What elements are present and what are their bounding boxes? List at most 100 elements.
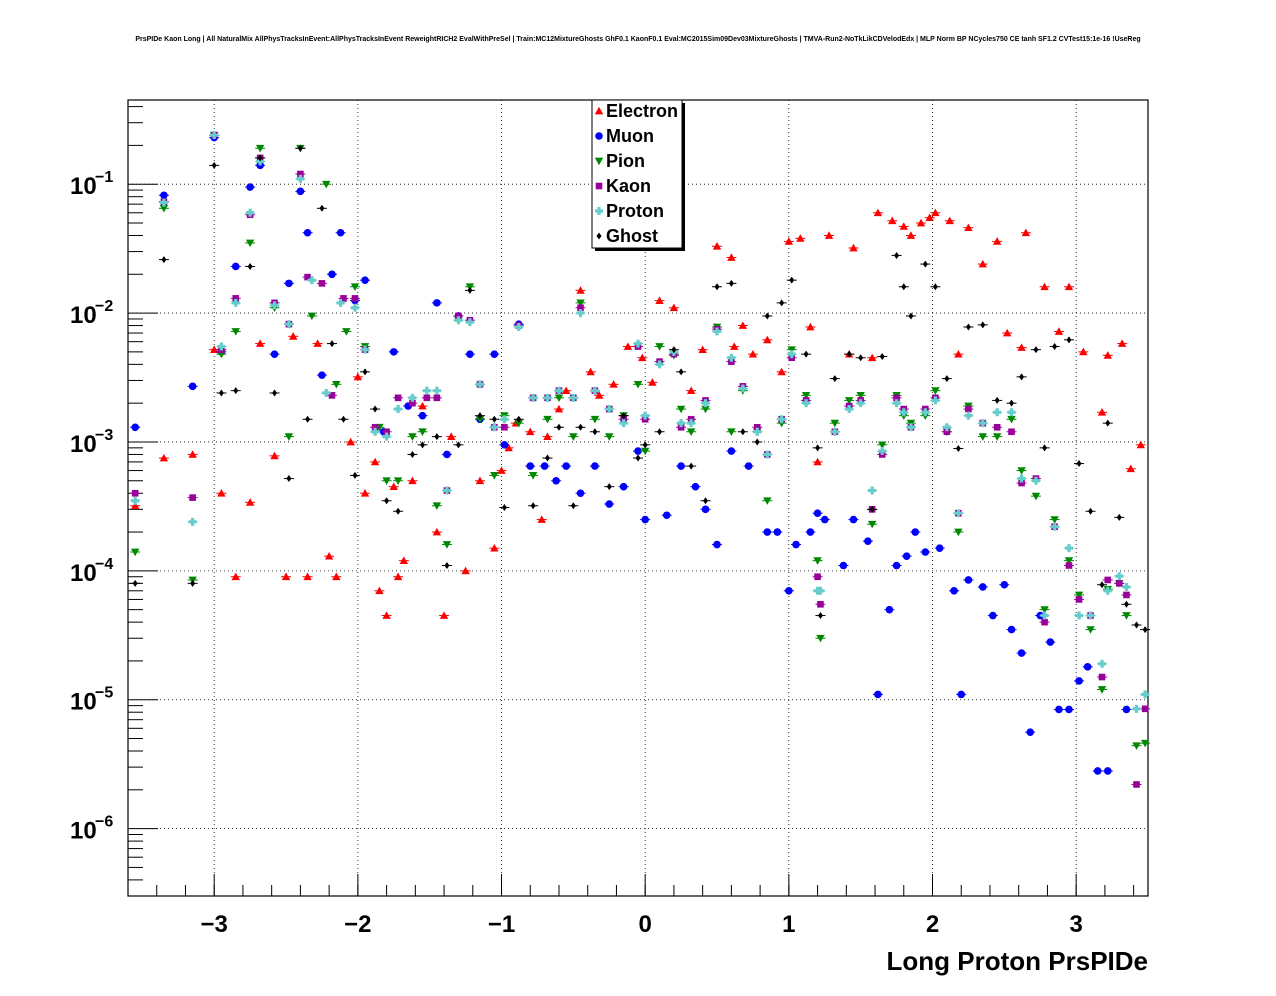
data-point-electron [686, 386, 696, 395]
data-point-proton [1040, 611, 1049, 620]
data-point-proton [576, 309, 585, 318]
data-point-ghost [233, 387, 239, 395]
data-point-muon [1055, 705, 1063, 714]
data-point-electron [461, 566, 470, 575]
data-point-ghost [1042, 444, 1048, 452]
x-tick-label: 0 [639, 911, 652, 938]
data-point-ghost [932, 283, 938, 291]
data-point-muon [303, 228, 312, 237]
data-point-proton [217, 342, 226, 351]
data-point-muon [1103, 767, 1112, 775]
data-point-kaon [328, 392, 336, 399]
data-point-muon [576, 489, 585, 498]
legend-marker-muon [595, 132, 603, 140]
data-point-proton [921, 408, 930, 417]
data-point-pion [813, 557, 822, 565]
data-point-kaon [232, 295, 240, 302]
data-point-ghost [965, 323, 971, 331]
data-point-muon [443, 450, 451, 459]
data-point-proton [655, 360, 664, 369]
data-point-muon [792, 540, 800, 549]
data-point-electron [1054, 327, 1064, 335]
data-point-muon [270, 350, 279, 358]
data-point-pion [686, 428, 696, 436]
data-point-electron [393, 572, 403, 581]
data-point-proton [210, 131, 219, 140]
data-point-pion [284, 433, 294, 441]
y-tick-label: 10 [70, 302, 97, 329]
series-proton [130, 131, 1151, 713]
data-point-muon [246, 183, 254, 191]
data-point-muon [964, 576, 973, 584]
data-point-electron [270, 451, 279, 460]
data-point-proton [1132, 704, 1141, 713]
data-point-pion [231, 328, 240, 336]
data-point-ghost [211, 161, 217, 169]
data-point-ghost [530, 502, 536, 510]
data-point-pion [408, 433, 417, 441]
data-point-kaon [433, 394, 441, 402]
data-point-electron [867, 353, 877, 362]
data-point-ghost [1105, 419, 1111, 427]
data-point-pion [528, 472, 538, 480]
data-point-ghost [728, 279, 734, 287]
data-point-pion [655, 343, 664, 351]
legend-marker-kaon [595, 182, 603, 190]
data-point-muon [1122, 705, 1131, 714]
data-point-electron [360, 489, 370, 497]
data-point-proton [892, 399, 901, 408]
data-point-electron [537, 515, 546, 523]
data-point-kaon [577, 304, 584, 312]
data-point-muon [231, 262, 240, 271]
data-point-pion [1132, 742, 1141, 750]
data-point-electron [289, 332, 298, 340]
data-point-ghost [1076, 460, 1082, 468]
data-point-muon [318, 371, 326, 379]
data-point-proton [701, 399, 710, 408]
data-point-kaon [817, 601, 824, 608]
data-point-electron [418, 401, 427, 410]
data-point-kaon [893, 394, 900, 402]
data-point-proton [529, 393, 538, 402]
data-point-electron [925, 213, 934, 222]
data-point-electron [497, 466, 506, 474]
data-point-electron [784, 237, 794, 245]
data-point-electron [727, 253, 736, 261]
data-point-proton [713, 327, 722, 336]
data-point-ghost [516, 415, 522, 423]
data-point-proton [554, 386, 563, 395]
data-point-pion [830, 419, 840, 428]
data-point-muon [839, 561, 848, 570]
data-point-proton [422, 386, 431, 395]
data-point-proton [641, 411, 650, 420]
data-point-electron [543, 432, 552, 440]
data-point-muon [806, 528, 815, 536]
data-point-electron [648, 378, 657, 386]
x-tick-label: −3 [201, 911, 228, 938]
y-tick-label: 10 [70, 689, 97, 716]
data-point-pion [569, 433, 578, 441]
data-point-electron [399, 556, 409, 564]
data-point-muon [285, 279, 293, 288]
data-point-kaon [351, 295, 359, 302]
data-point-pion [590, 415, 600, 424]
data-point-ghost [817, 612, 823, 620]
data-point-electron [954, 349, 963, 358]
data-point-pion [867, 520, 877, 529]
data-point-muon [361, 276, 369, 284]
data-point-ghost [779, 299, 785, 307]
x-tick-label: 1 [782, 911, 795, 938]
data-point-muon [552, 476, 560, 485]
data-point-pion [1040, 606, 1049, 614]
data-point-pion [1050, 516, 1059, 524]
data-point-electron [806, 322, 815, 331]
data-point-electron [217, 489, 226, 497]
data-point-kaon [409, 399, 416, 407]
data-point-electron [576, 286, 585, 294]
data-point-electron [439, 611, 449, 619]
data-point-muon [727, 447, 736, 455]
data-point-kaon [1104, 576, 1112, 584]
data-point-muon [1046, 638, 1055, 646]
data-point-muon [785, 587, 793, 595]
data-point-pion [554, 394, 564, 403]
